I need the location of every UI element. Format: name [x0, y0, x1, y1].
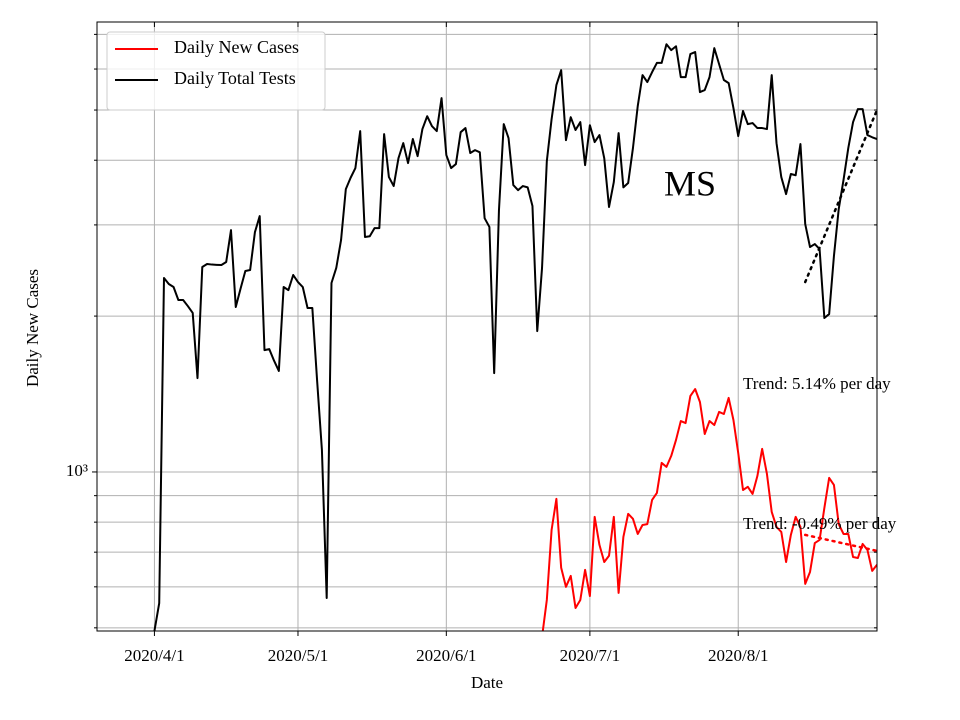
plot-area — [153, 43, 877, 631]
data-line — [541, 388, 877, 631]
grid — [97, 22, 877, 631]
x-tick-label: 2020/8/1 — [708, 646, 768, 665]
x-axis-label: Date — [471, 673, 503, 692]
y-tick-label: 10³ — [66, 461, 88, 480]
x-tick-label: 2020/5/1 — [268, 646, 328, 665]
x-tick-label: 2020/6/1 — [416, 646, 476, 665]
data-line — [153, 43, 877, 631]
legend-label: Daily New Cases — [174, 37, 299, 57]
x-tick-label: 2020/7/1 — [560, 646, 620, 665]
x-tick-label: 2020/4/1 — [124, 646, 184, 665]
axes-frame — [96, 21, 878, 632]
legend: Daily New Cases Daily Total Tests — [106, 31, 326, 111]
legend-box — [106, 31, 326, 111]
chart-title: MS — [664, 163, 716, 203]
trend-line — [803, 533, 877, 553]
legend-label: Daily Total Tests — [174, 68, 296, 88]
y-axis-label: Daily New Cases — [23, 269, 42, 387]
trend-line — [803, 108, 877, 284]
annotation: Trend: 5.14% per day — [743, 374, 891, 393]
annotation: Trend: -0.49% per day — [743, 514, 897, 533]
axes: 2020/4/1 2020/5/1 2020/6/1 2020/7/1 2020/8/1… — [66, 22, 877, 665]
